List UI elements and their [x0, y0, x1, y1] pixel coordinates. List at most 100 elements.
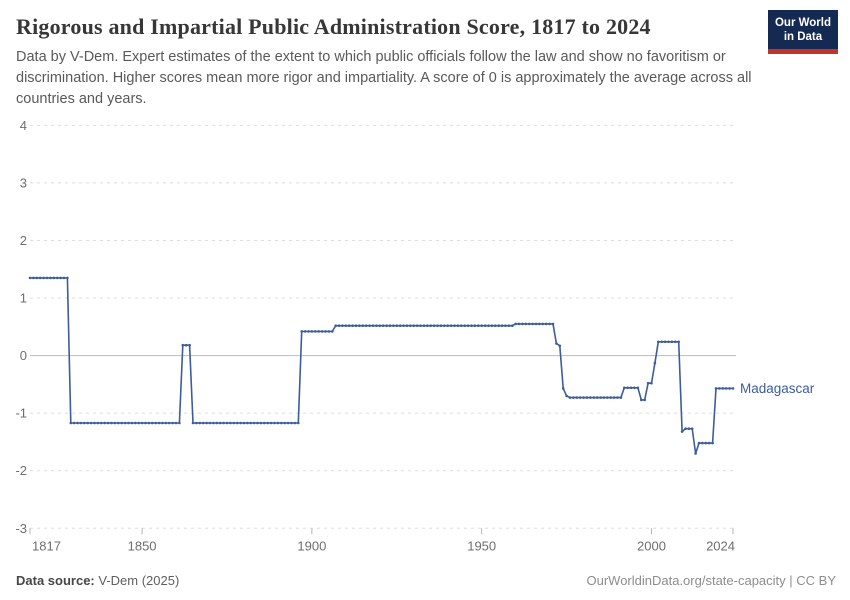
x-axis-label: 1817: [32, 538, 61, 553]
data-point: [242, 421, 246, 425]
data-point: [555, 342, 558, 345]
data-point: [677, 340, 680, 344]
data-point: [55, 276, 59, 280]
data-point: [66, 276, 69, 280]
data-point: [215, 421, 219, 425]
y-axis-label: 0: [20, 348, 27, 363]
data-points[interactable]: [28, 276, 735, 455]
data-point: [364, 324, 368, 328]
data-point: [212, 421, 215, 425]
credit-link[interactable]: OurWorldinData.org/state-capacity | CC B…: [586, 573, 836, 588]
data-point: [354, 324, 358, 328]
data-point: [721, 387, 725, 390]
data-point: [266, 421, 270, 425]
x-axis-label: 2024: [706, 538, 735, 553]
data-point: [480, 324, 484, 328]
data-point: [32, 276, 35, 280]
data-point: [718, 387, 721, 390]
data-point: [256, 421, 259, 425]
data-point: [514, 322, 517, 326]
data-point: [497, 324, 501, 328]
data-point: [252, 421, 256, 425]
data-point: [293, 421, 297, 425]
data-point: [49, 276, 52, 280]
data-point: [646, 381, 650, 385]
data-point: [263, 421, 266, 425]
entity-label[interactable]: Madagascar: [740, 381, 815, 396]
data-point: [59, 276, 62, 280]
data-point: [368, 324, 371, 328]
data-point: [130, 421, 134, 425]
data-point: [300, 330, 304, 333]
data-point: [490, 324, 494, 328]
data-point: [640, 398, 643, 402]
data-point: [568, 396, 572, 399]
data-point: [198, 421, 202, 425]
owid-logo[interactable]: Our World in Data: [767, 10, 838, 54]
data-point: [487, 324, 490, 328]
data-point: [157, 421, 161, 425]
data-point: [297, 421, 300, 425]
data-point: [320, 330, 324, 333]
data-point: [697, 441, 701, 445]
data-point: [684, 427, 687, 431]
data-point: [626, 386, 629, 390]
data-point: [388, 324, 392, 328]
data-point: [517, 322, 521, 326]
y-gridlines: [30, 124, 736, 529]
data-point: [69, 421, 73, 425]
data-point: [694, 452, 697, 455]
data-point: [572, 396, 575, 399]
data-point: [358, 324, 361, 328]
data-point: [561, 387, 565, 390]
data-point: [344, 324, 348, 328]
data-point: [511, 324, 514, 328]
data-point: [334, 324, 338, 328]
x-axis-label: 2000: [637, 538, 666, 553]
data-point: [538, 322, 541, 326]
data-point: [89, 421, 93, 425]
data-point: [164, 421, 168, 425]
data-point: [623, 386, 626, 390]
data-point: [127, 421, 130, 425]
data-point: [235, 421, 239, 425]
data-point: [436, 324, 439, 328]
data-point: [483, 324, 487, 328]
data-point: [110, 421, 113, 425]
data-point: [239, 421, 242, 425]
data-point: [76, 421, 79, 425]
data-point: [201, 421, 205, 425]
data-point: [707, 441, 711, 445]
data-point: [544, 322, 548, 326]
data-point: [381, 324, 385, 328]
data-point: [660, 340, 663, 344]
data-point: [100, 421, 103, 425]
data-point: [181, 343, 185, 347]
data-point: [674, 340, 677, 344]
data-point: [52, 276, 56, 280]
data-point: [259, 421, 263, 425]
data-point: [589, 396, 592, 399]
y-axis-labels: 4 3 2 1 0 -1 -2 -3: [15, 118, 27, 536]
data-point: [463, 324, 467, 328]
data-point: [38, 276, 42, 280]
data-point: [453, 324, 456, 328]
data-point: [629, 386, 633, 390]
data-point: [191, 421, 195, 425]
data-point: [134, 421, 137, 425]
data-point: [473, 324, 477, 328]
data-point: [619, 396, 623, 399]
data-point: [565, 394, 568, 398]
data-point: [161, 421, 164, 425]
data-point: [398, 324, 402, 328]
data-point: [606, 396, 609, 399]
y-axis-label: 2: [20, 233, 27, 248]
chart-header: Rigorous and Impartial Public Administra…: [0, 0, 850, 109]
data-point: [460, 324, 463, 328]
data-point: [609, 396, 612, 399]
data-point: [663, 340, 667, 344]
owid-logo-line2: in Data: [783, 31, 823, 44]
x-axis-label: 1900: [297, 538, 326, 553]
